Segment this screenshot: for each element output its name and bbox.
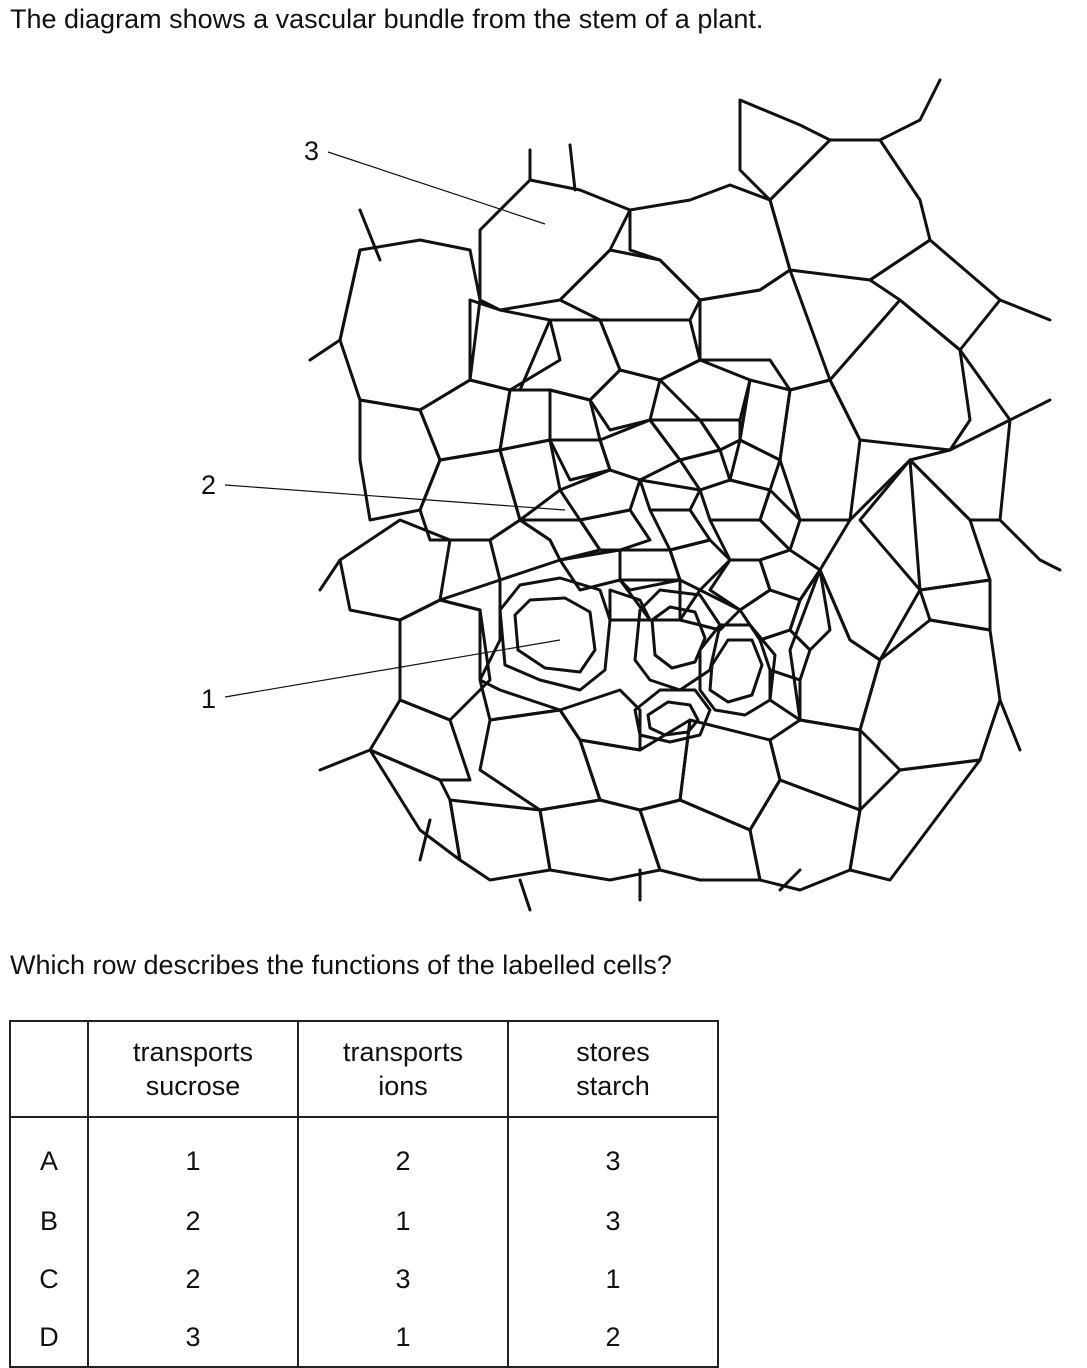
table-cell: 3 xyxy=(87,1308,299,1368)
label-1-leader-line xyxy=(224,639,561,698)
header-stores-starch: stores starch xyxy=(507,1020,719,1118)
table-cell: 1 xyxy=(507,1250,719,1308)
table-cell: 2 xyxy=(507,1308,719,1368)
label-3: 3 xyxy=(304,136,319,166)
table-cell: 1 xyxy=(297,1308,509,1368)
label-2-leader-line xyxy=(224,484,566,511)
label-1: 1 xyxy=(201,684,216,714)
table-cell: 1 xyxy=(297,1192,509,1250)
table-row: B 2 1 3 xyxy=(9,1192,719,1250)
option-letter: C xyxy=(9,1250,89,1308)
table-cell: 3 xyxy=(297,1250,509,1308)
table-cell: 2 xyxy=(297,1117,509,1192)
label-2: 2 xyxy=(201,470,216,500)
header-transports-sucrose: transports sucrose xyxy=(87,1020,299,1118)
table-cell: 1 xyxy=(87,1117,299,1192)
vascular-bundle-diagram: 3 2 1 xyxy=(201,78,1062,912)
option-letter: B xyxy=(9,1192,89,1250)
answer-table: transports sucrose transports ions store… xyxy=(9,1020,719,1368)
header-line: transports xyxy=(132,1037,254,1067)
header-line: starch xyxy=(576,1071,650,1101)
header-line: sucrose xyxy=(145,1071,241,1101)
table-cell: 2 xyxy=(87,1250,299,1308)
table-row: C 2 3 1 xyxy=(9,1250,719,1308)
header-line: ions xyxy=(378,1071,428,1101)
question-text: Which row describes the functions of the… xyxy=(10,950,672,980)
header-empty-cell xyxy=(9,1020,89,1118)
table-cell: 3 xyxy=(507,1192,719,1250)
header-line: transports xyxy=(342,1037,464,1067)
header-line: stores xyxy=(576,1037,650,1067)
table-cell: 2 xyxy=(87,1192,299,1250)
table-row: D 3 1 2 xyxy=(9,1308,719,1368)
header-transports-ions: transports ions xyxy=(297,1020,509,1118)
table-cell: 3 xyxy=(507,1117,719,1192)
label-3-leader-line xyxy=(327,151,546,225)
option-letter: A xyxy=(9,1117,89,1192)
table-header-row: transports sucrose transports ions store… xyxy=(9,1020,719,1118)
table-row: A 1 2 3 xyxy=(9,1117,719,1192)
intro-text: The diagram shows a vascular bundle from… xyxy=(10,4,764,34)
option-letter: D xyxy=(9,1308,89,1368)
